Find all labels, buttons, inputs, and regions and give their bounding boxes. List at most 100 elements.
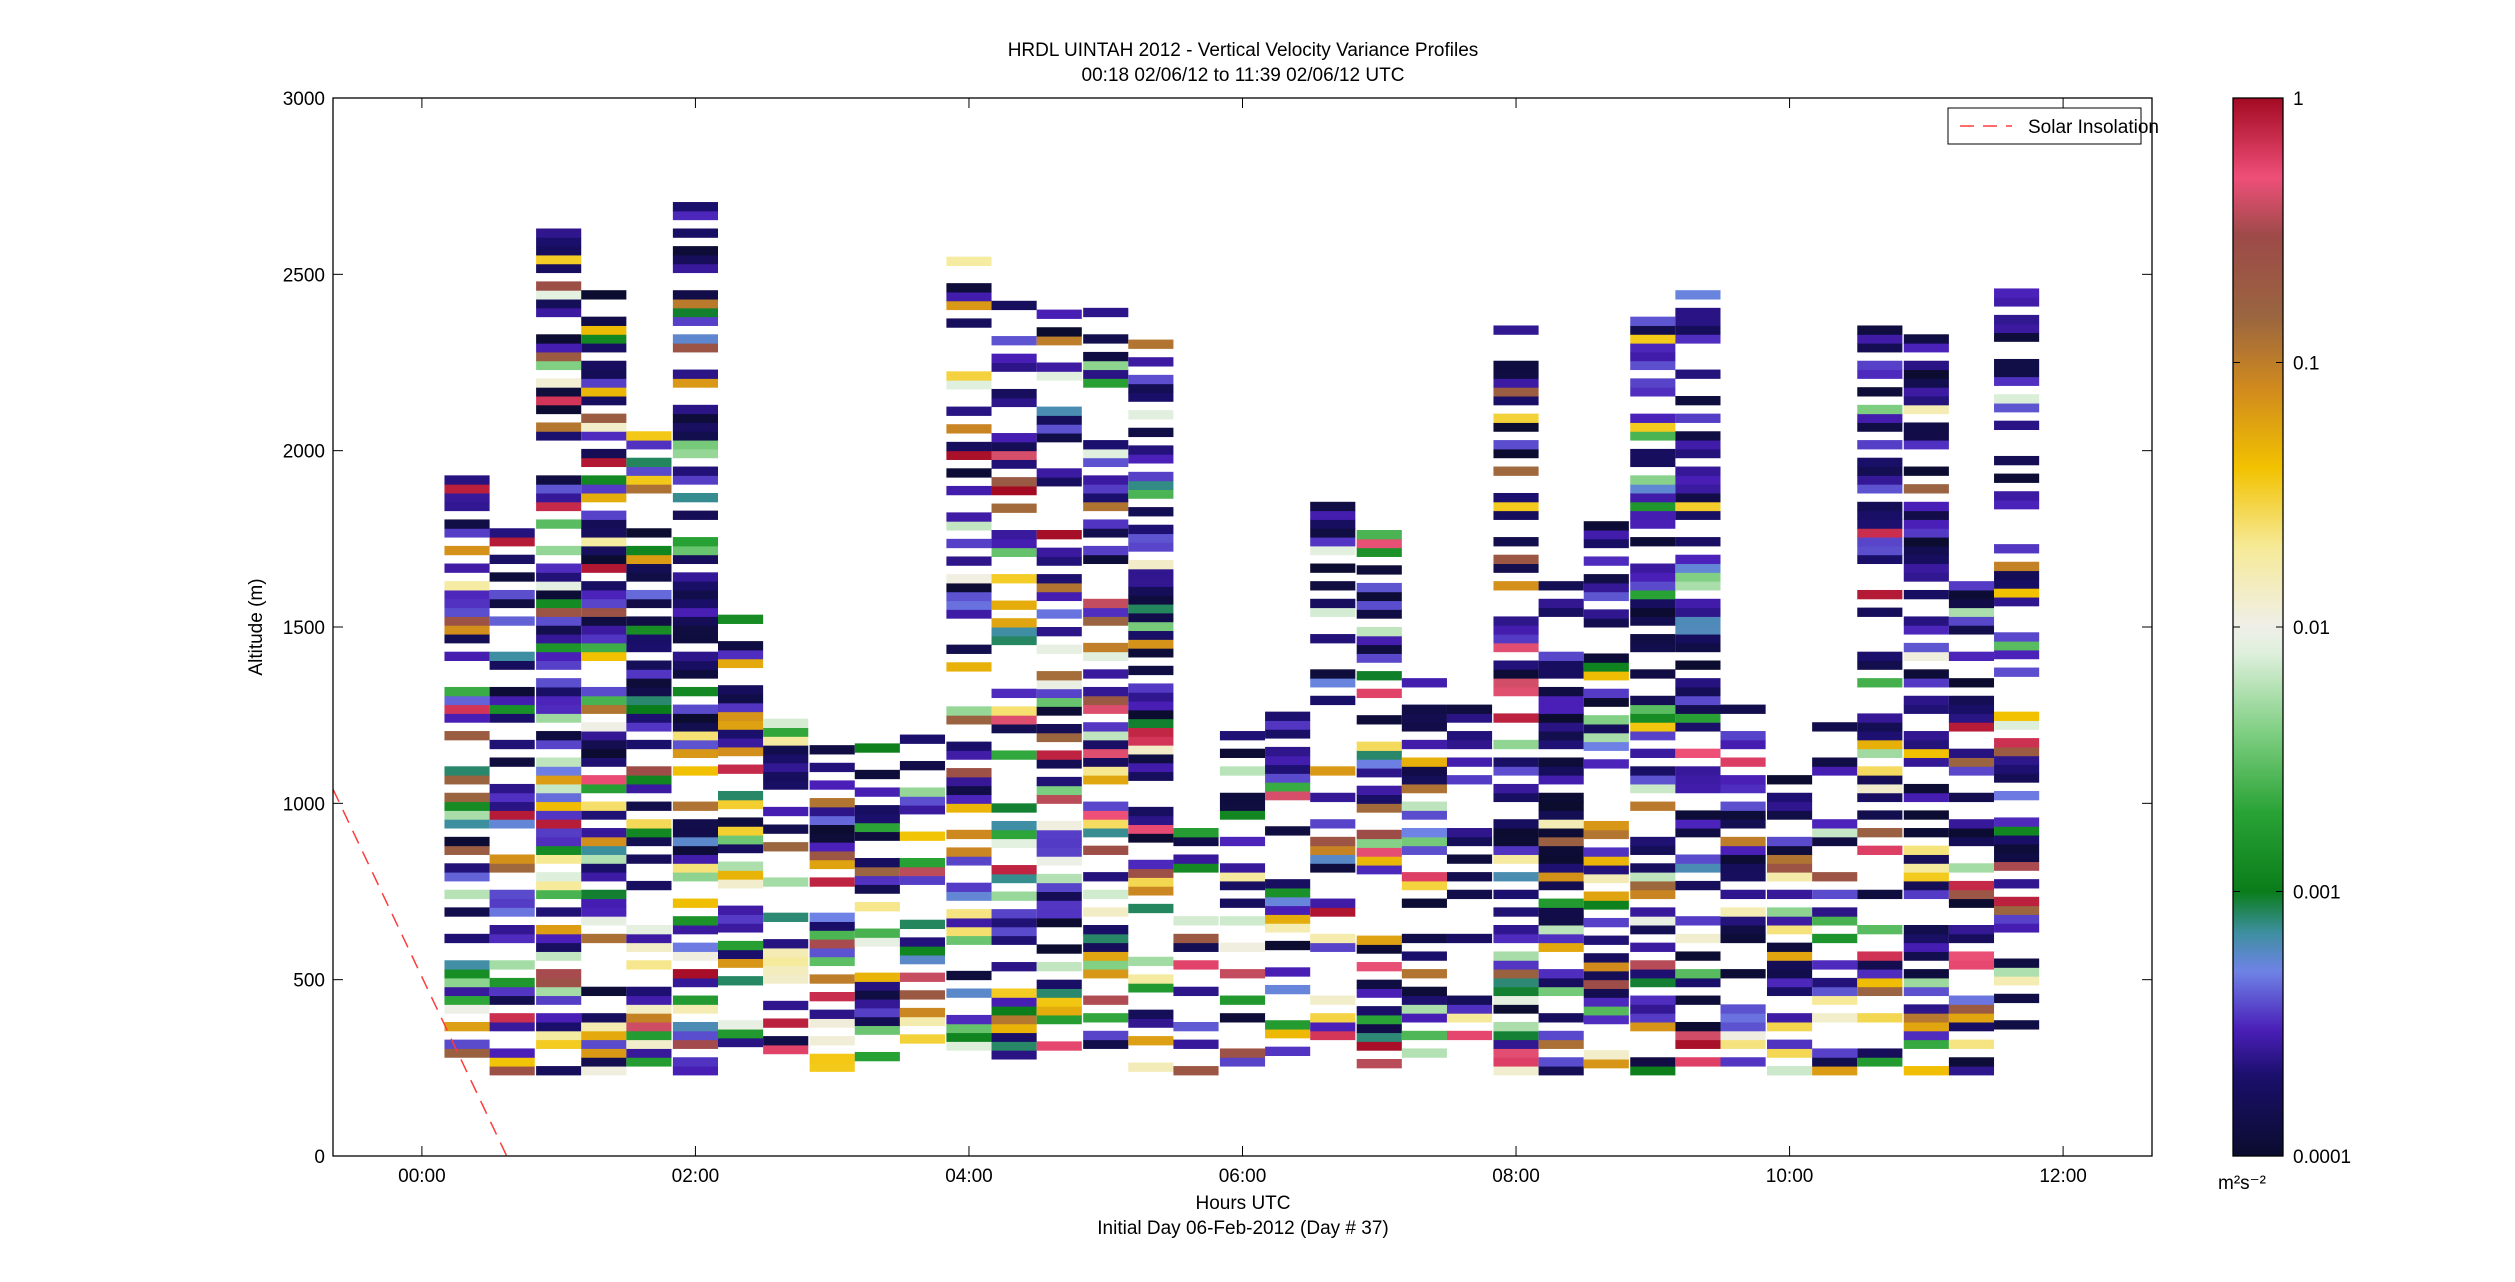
heatmap-cell [536,607,582,617]
heatmap-cell [536,422,582,432]
heatmap-cell [991,803,1037,813]
heatmap-cell [1994,394,2040,404]
heatmap-cell [1493,510,1539,520]
heatmap-cell [763,965,809,975]
heatmap-cell [1583,538,1629,549]
heatmap-cell [1128,621,1174,632]
heatmap-cell [1994,544,2040,554]
heatmap-cell [1857,440,1903,450]
heatmap-cell [809,859,855,870]
heatmap-cell [1128,886,1174,896]
heatmap-cell [1265,1029,1311,1039]
heatmap-cell [1583,530,1629,540]
heatmap-cell [672,537,718,547]
heatmap-cell [1538,1039,1584,1049]
heatmap-cell [1903,642,1949,653]
heatmap-cell [1128,903,1174,914]
heatmap-cell [717,1029,764,1039]
heatmap-cell [1128,877,1174,887]
heatmap-cell [1219,836,1266,847]
heatmap-cell [991,688,1037,699]
heatmap-cell [536,986,582,997]
heatmap-cell [672,572,718,582]
heatmap-cell [1767,775,1813,785]
heatmap-cell [581,431,627,441]
heatmap-cell [1083,960,1129,970]
heatmap-cell [626,642,672,653]
heatmap-cell [1994,861,2040,871]
heatmap-cell [1036,582,1082,593]
heatmap-cell [991,397,1037,408]
heatmap-cell [626,1004,672,1014]
heatmap-cell [581,704,627,714]
heatmap-cell [626,589,672,600]
heatmap-cell [444,475,490,485]
heatmap-cell [1493,995,1539,1005]
heatmap-cell [672,254,718,265]
heatmap-cell [1857,766,1903,776]
heatmap-cell [1767,977,1813,988]
heatmap-cell [1083,872,1129,882]
x-tick-label: 12:00 [2039,1166,2087,1187]
heatmap-cell [672,422,718,432]
heatmap-cell [1538,1066,1584,1076]
heatmap-cell [991,1006,1037,1016]
heatmap-cell [946,917,992,928]
heatmap-cell [1538,722,1584,732]
heatmap-cell [1630,563,1676,573]
heatmap-cell [717,711,764,721]
heatmap-cell [581,775,627,785]
heatmap-cell [717,764,764,774]
heatmap-cell [1903,942,1949,952]
heatmap-cell [536,634,582,644]
heatmap-cell [1401,783,1447,794]
heatmap-cell [1493,1030,1539,1041]
heatmap-cell [444,713,490,723]
heatmap-cell [1036,574,1082,584]
colorbar-tick-label: 0.01 [2293,618,2330,639]
heatmap-cell [717,976,764,986]
heatmap-cell [536,501,582,512]
heatmap-cell [581,413,627,423]
heatmap-cell [1538,695,1584,706]
heatmap-cell [581,625,627,635]
heatmap-cell [1538,854,1584,864]
heatmap-cell [1903,616,1949,626]
heatmap-cell [1994,905,2040,915]
heatmap-cell [717,949,764,960]
heatmap-cell [1583,741,1629,751]
heatmap-cell [946,1023,992,1034]
heatmap-cell [854,769,900,780]
heatmap-cell [444,775,490,785]
heatmap-cell [1128,683,1174,693]
heatmap-cell [1767,889,1813,900]
heatmap-cell [1630,722,1676,732]
heatmap-cell [1857,325,1903,335]
heatmap-cell [536,642,582,653]
heatmap-cell [1538,916,1584,926]
heatmap-cell [1128,745,1174,755]
heatmap-cell [672,299,718,309]
heatmap-cell [809,1009,855,1019]
heatmap-cell [1630,1057,1676,1067]
heatmap-cell [1675,1039,1721,1049]
heatmap-cell [1903,1030,1949,1041]
heatmap-cell [946,283,992,293]
heatmap-cell [1036,785,1082,796]
heatmap-cell [581,748,627,758]
heatmap-cell [1446,872,1493,882]
heatmap-cell [1720,704,1766,714]
heatmap-cell [1720,933,1766,944]
heatmap-cell [899,875,946,885]
heatmap-cell [581,651,627,662]
heatmap-cell [899,787,946,797]
heatmap-cell [536,995,582,1005]
heatmap-cell [1083,528,1129,538]
heatmap-cell [1493,1066,1539,1076]
heatmap-cell [1903,563,1949,573]
heatmap-cell [1265,720,1311,730]
heatmap-cell [1948,616,1995,626]
heatmap-cell [444,731,490,741]
heatmap-cell [854,857,900,868]
heatmap-cell [1036,988,1082,998]
